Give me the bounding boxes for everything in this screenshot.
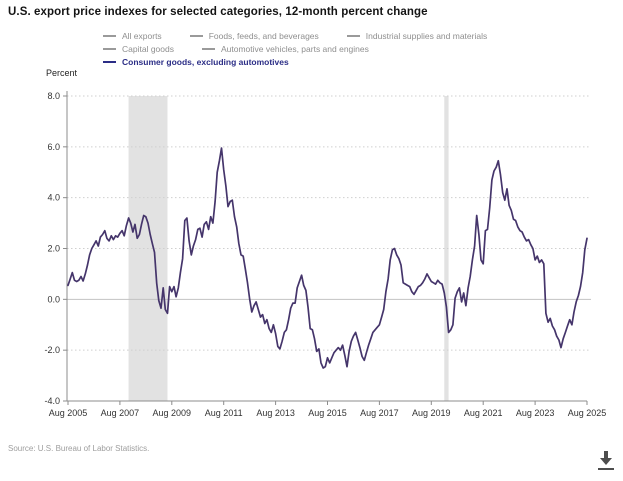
y-tick-label: -2.0 <box>44 345 60 355</box>
legend-row: All exports Foods, feeds, and beverages In… <box>103 31 487 41</box>
legend-swatch-icon <box>201 48 215 50</box>
legend-item-label: Capital goods <box>122 44 174 54</box>
y-tick-label: 8.0 <box>47 91 60 101</box>
x-tick-label: Aug 2013 <box>256 408 295 418</box>
download-button[interactable] <box>593 448 619 472</box>
source-note: Source: U.S. Bureau of Labor Statistics. <box>8 444 150 453</box>
y-tick-label: 4.0 <box>47 193 60 203</box>
x-tick-label: Aug 2021 <box>464 408 503 418</box>
plot-area[interactable] <box>68 96 587 401</box>
legend-item-label: All exports <box>122 31 162 41</box>
legend-row: Capital goods Automotive vehicles, parts … <box>103 44 487 54</box>
x-tick-label: Aug 2017 <box>360 408 399 418</box>
legend-swatch-icon <box>103 35 116 37</box>
legend-item-label: Automotive vehicles, parts and engines <box>220 44 369 54</box>
legend-swatch-icon <box>189 35 203 37</box>
x-tick-label: Aug 2009 <box>153 408 192 418</box>
legend-item-foods-feeds-and-beverages[interactable]: Foods, feeds, and beverages <box>189 31 319 41</box>
x-tick-label: Aug 2005 <box>49 408 88 418</box>
y-tick-label: 0.0 <box>47 294 60 304</box>
x-tick-label: Aug 2011 <box>205 408 243 418</box>
legend-item-industrial-supplies-and-materials[interactable]: Industrial supplies and materials <box>346 31 488 41</box>
legend-row: Consumer goods, excluding automotives <box>103 57 487 67</box>
legend-item-all-exports[interactable]: All exports <box>103 31 162 41</box>
chart-legend: All exports Foods, feeds, and beverages In… <box>103 31 487 67</box>
legend-swatch-icon <box>346 35 360 37</box>
y-tick-label: 6.0 <box>47 142 60 152</box>
y-tick-label: 2.0 <box>47 244 60 254</box>
legend-item-consumer-goods-excluding-automotives[interactable]: Consumer goods, excluding automotives <box>103 57 289 67</box>
y-tick-label: -4.0 <box>44 396 60 406</box>
series-line-consumer-goods-excluding-automotives <box>67 147 588 369</box>
y-axis-unit-label: Percent <box>46 68 78 78</box>
legend-item-label: Foods, feeds, and beverages <box>208 31 319 41</box>
legend-item-capital-goods[interactable]: Capital goods <box>103 44 174 54</box>
x-tick-label: Aug 2023 <box>516 408 555 418</box>
x-tick-label: Aug 2025 <box>568 408 607 418</box>
legend-item-automotive-vehicles-parts-and-engines[interactable]: Automotive vehicles, parts and engines <box>201 44 369 54</box>
legend-item-label: Consumer goods, excluding automotives <box>122 57 289 67</box>
legend-swatch-icon <box>103 61 116 63</box>
x-tick-label: Aug 2019 <box>412 408 451 418</box>
legend-swatch-icon <box>103 48 116 50</box>
x-tick-label: Aug 2007 <box>101 408 140 418</box>
download-icon <box>598 451 614 470</box>
legend-item-label: Industrial supplies and materials <box>365 31 488 41</box>
x-tick-label: Aug 2015 <box>308 408 347 418</box>
recession-band <box>444 96 449 401</box>
chart-title: U.S. export price indexes for selected c… <box>8 6 428 18</box>
